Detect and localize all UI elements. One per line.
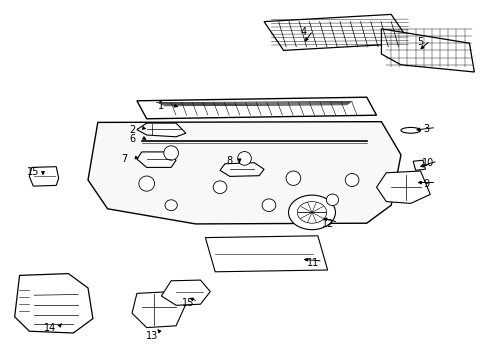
Text: 9: 9: [423, 179, 428, 189]
Polygon shape: [381, 29, 473, 72]
Ellipse shape: [237, 152, 251, 165]
Text: 12: 12: [322, 219, 334, 229]
Ellipse shape: [285, 171, 300, 185]
Polygon shape: [29, 167, 59, 186]
Circle shape: [297, 202, 326, 223]
Polygon shape: [137, 152, 176, 167]
Polygon shape: [376, 171, 429, 203]
Text: 4: 4: [300, 27, 305, 37]
Text: 15: 15: [27, 167, 40, 177]
Ellipse shape: [345, 174, 358, 186]
Polygon shape: [137, 123, 185, 137]
Polygon shape: [220, 163, 264, 176]
Text: 11: 11: [306, 258, 319, 268]
Circle shape: [288, 195, 335, 230]
Polygon shape: [264, 14, 410, 50]
Polygon shape: [161, 280, 210, 305]
Polygon shape: [15, 274, 93, 333]
Text: 1: 1: [158, 101, 164, 111]
Text: 5: 5: [417, 37, 423, 48]
Ellipse shape: [262, 199, 275, 212]
Ellipse shape: [326, 194, 338, 206]
Polygon shape: [132, 292, 185, 328]
Polygon shape: [88, 122, 400, 224]
Polygon shape: [412, 160, 425, 170]
Text: 15: 15: [182, 298, 194, 308]
Text: 10: 10: [421, 158, 433, 168]
Text: 7: 7: [122, 154, 127, 164]
Ellipse shape: [139, 176, 154, 191]
Text: 13: 13: [145, 330, 158, 341]
Ellipse shape: [164, 200, 177, 211]
Text: 2: 2: [129, 125, 135, 135]
Text: 6: 6: [129, 134, 135, 144]
Text: 3: 3: [423, 124, 428, 134]
Polygon shape: [205, 236, 327, 272]
Ellipse shape: [400, 127, 420, 133]
Ellipse shape: [163, 146, 178, 160]
Ellipse shape: [213, 181, 226, 194]
Text: 8: 8: [226, 156, 232, 166]
Polygon shape: [137, 97, 376, 119]
Text: 14: 14: [43, 323, 56, 333]
